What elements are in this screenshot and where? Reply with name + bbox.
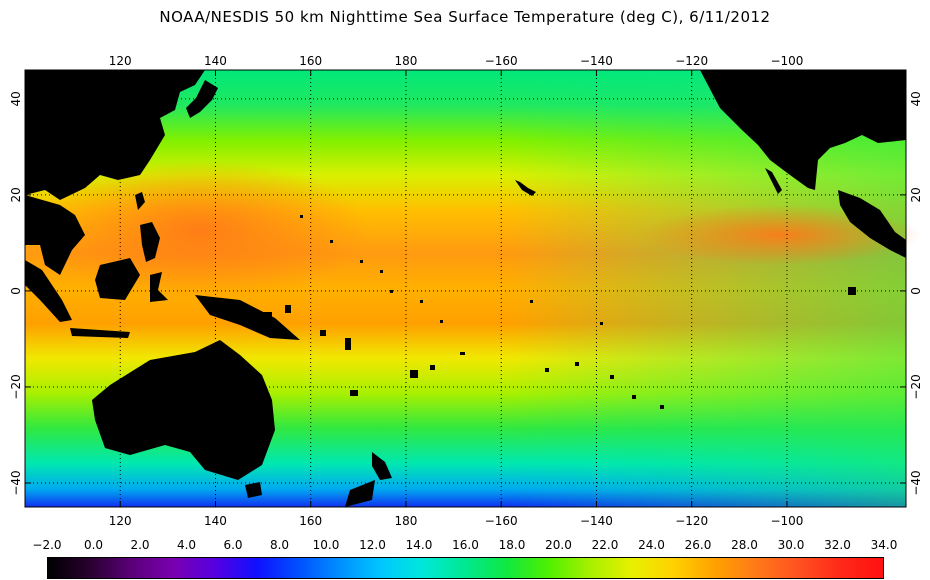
colorbar-tick-label: 12.0 <box>359 538 386 552</box>
land-new-guinea <box>195 295 300 340</box>
colorbar-tick-label: 0.0 <box>83 538 104 552</box>
lat-tick-label-left: 20 <box>9 187 23 202</box>
colorbar-labels: −2.0 0.0 2.0 4.0 6.0 8.0 10.0 12.0 14.0 16.0 18.0 2… <box>0 538 930 554</box>
map-frame <box>24 69 907 508</box>
lat-tick-label-left: 40 <box>9 91 23 106</box>
lon-tick-label-top: −120 <box>675 54 708 68</box>
colorbar-tick-label: 34.0 <box>870 538 898 552</box>
land-asia <box>25 70 205 200</box>
colorbar-tick-label: 14.0 <box>405 538 433 552</box>
land-central-america <box>838 190 906 258</box>
land-new-zealand <box>345 452 392 507</box>
colorbar-tick-label: 32.0 <box>824 538 851 552</box>
lon-tick-label-top: 120 <box>109 54 132 68</box>
colorbar-tick-label: 4.0 <box>176 538 197 552</box>
colorbar-tick-label: 30.0 <box>777 538 805 552</box>
sst-map: 120 120 140 140 160 160 180 180 −160 −160 −140 −140… <box>9 54 923 528</box>
lon-tick-label-top: −140 <box>580 54 613 68</box>
colorbar-tick-label: 6.0 <box>223 538 243 552</box>
pacific-islands <box>260 215 664 409</box>
sst-colorbar <box>47 557 884 579</box>
colorbar-tick-label: 26.0 <box>684 538 712 552</box>
lon-tick-label-top: −160 <box>485 54 518 68</box>
lat-tick-label-left: −40 <box>9 470 23 495</box>
lat-tick-label-left: −20 <box>9 374 23 399</box>
lon-tick-label-bottom: −140 <box>580 514 613 528</box>
colorbar-tick-label: 24.0 <box>638 538 665 552</box>
colorbar-tick-label: 22.0 <box>591 538 619 552</box>
land-sulawesi <box>150 272 168 302</box>
colorbar-tick-label: 18.0 <box>498 538 526 552</box>
land-indochina <box>25 195 85 275</box>
lon-tick-label-bottom: −160 <box>485 514 518 528</box>
land-australia <box>92 340 275 480</box>
lat-tick-label-right: −40 <box>909 470 923 495</box>
land-tasmania <box>245 482 262 498</box>
land-hawaii <box>515 180 536 196</box>
colorbar-tick-label: 20.0 <box>545 538 572 552</box>
lon-tick-label-bottom: 120 <box>109 514 132 528</box>
lon-tick-label-top: 180 <box>395 54 418 68</box>
lon-tick-label-bottom: −120 <box>675 514 708 528</box>
lat-tick-label-right: 0 <box>909 287 923 295</box>
lat-tick-label-left: 0 <box>9 287 23 295</box>
colorbar-tick-label: 28.0 <box>731 538 758 552</box>
graticule <box>25 70 906 507</box>
colorbar-tick-label: 8.0 <box>269 538 290 552</box>
colorbar-tick-label: −2.0 <box>32 538 62 552</box>
land-taiwan-philippines <box>135 192 160 262</box>
lon-tick-label-top: −100 <box>770 54 803 68</box>
land-sumatra <box>25 260 72 322</box>
lon-tick-label-bottom: 160 <box>299 514 322 528</box>
colorbar-tick-label: 10.0 <box>312 538 340 552</box>
land-galapagos <box>848 287 856 295</box>
map-title: NOAA/NESDIS 50 km Nighttime Sea Surface … <box>159 8 771 26</box>
lon-tick-label-bottom: 180 <box>395 514 418 528</box>
lon-tick-label-top: 160 <box>299 54 322 68</box>
land-borneo <box>95 258 140 300</box>
lat-tick-label-right: −20 <box>909 374 923 399</box>
lon-tick-label-bottom: 140 <box>204 514 227 528</box>
colorbar-tick-label: 2.0 <box>130 538 150 552</box>
lon-tick-label-top: 140 <box>204 54 227 68</box>
lat-tick-label-right: 40 <box>909 91 923 106</box>
axis-ticks: 120 120 140 140 160 160 180 180 −160 −160 −140 −140… <box>9 54 923 528</box>
colorbar-tick-label: 16.0 <box>452 538 479 552</box>
lon-tick-label-bottom: −100 <box>770 514 803 528</box>
land-java <box>70 328 130 338</box>
lat-tick-label-right: 20 <box>909 187 923 202</box>
land-baja <box>765 168 782 194</box>
land-north-america <box>700 70 906 190</box>
